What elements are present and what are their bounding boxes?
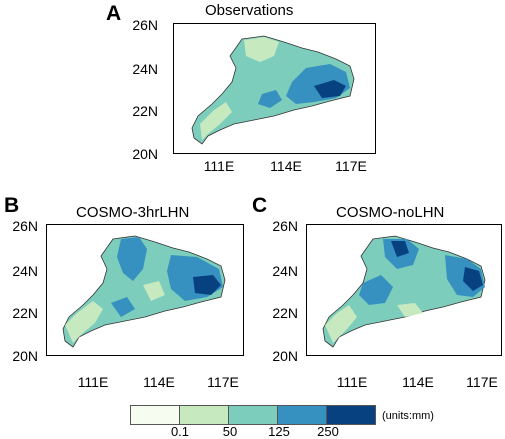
panel-b-heavy-south <box>111 297 135 317</box>
panel-a-map <box>173 23 376 154</box>
panel-a-heavy-center <box>258 90 282 108</box>
panel-b-lon-label-117e: 117E <box>207 374 239 390</box>
panel-c-title: COSMO-noLHN <box>336 204 445 221</box>
legend-tick-1: 50 <box>222 424 238 439</box>
panel-b-heavy-north <box>117 237 147 281</box>
panel-c-lon-label-114e: 114E <box>402 374 434 390</box>
panel-c-light-west <box>325 305 357 343</box>
panel-c-lon-label-111e: 111E <box>336 374 368 390</box>
panel-c-province-shape <box>322 235 486 348</box>
panel-c-extreme-north <box>391 241 409 257</box>
panel-c-map <box>306 224 502 356</box>
panel-b-title: COSMO-3hrLHN <box>76 204 190 221</box>
panel-c-lon-label-117e: 117E <box>466 374 498 390</box>
panel-b-light-west <box>65 301 103 343</box>
panel-c-light-south <box>397 303 423 317</box>
panel-b-extreme-east <box>193 275 221 295</box>
panel-a-precip-map <box>191 35 355 145</box>
panel-a-lon-label-117e: 117E <box>335 158 367 174</box>
legend-swatch-2 <box>228 405 278 425</box>
legend-swatch-0 <box>130 405 180 425</box>
panel-c-lat-label-22n: 22N <box>272 305 298 321</box>
panel-b-lon-label-114e: 114E <box>143 374 175 390</box>
colorbar-legend <box>130 405 376 425</box>
panel-a-light-west <box>200 102 232 140</box>
panel-c-letter: C <box>252 194 268 217</box>
panel-c-lat-label-26n: 26N <box>272 218 298 234</box>
legend-tick-3: 250 <box>317 424 339 439</box>
panel-c-precip-map <box>322 235 486 348</box>
panel-b-lon-label-111e: 111E <box>77 374 109 390</box>
panel-a-lat-label-20n: 20N <box>132 146 158 162</box>
legend-tick-0: 0.1 <box>170 424 190 439</box>
panel-c-heavy-center <box>359 275 393 305</box>
panel-a-lat-label-22n: 22N <box>132 103 158 119</box>
panel-b-map <box>46 224 244 356</box>
panel-b-letter: B <box>4 194 20 217</box>
legend-units: (units:mm) <box>382 410 434 422</box>
panel-b-light-center <box>143 281 165 301</box>
panel-b-lat-label-26n: 26N <box>12 218 38 234</box>
panel-b-precip-map <box>62 235 226 348</box>
panel-a-lon-label-114e: 114E <box>270 158 302 174</box>
panel-a-letter: A <box>106 2 122 25</box>
panel-a-lon-label-111e: 111E <box>203 158 235 174</box>
legend-swatch-1 <box>179 405 229 425</box>
panel-b-lat-label-20n: 20N <box>12 348 38 364</box>
panel-a-title: Observations <box>205 2 294 19</box>
panel-b-lat-label-24n: 24N <box>12 263 38 279</box>
legend-swatch-4 <box>326 405 376 425</box>
panel-c-extreme-east <box>463 267 483 291</box>
legend-swatch-3 <box>277 405 327 425</box>
panel-a-lat-label-24n: 24N <box>132 61 158 77</box>
panel-a-lat-label-26n: 26N <box>132 17 158 33</box>
panel-a-light-north <box>244 37 279 62</box>
panel-a-province-shape <box>191 35 355 145</box>
panel-b-lat-label-22n: 22N <box>12 305 38 321</box>
panel-a-extreme-east <box>314 80 346 98</box>
panel-c-lat-label-24n: 24N <box>272 263 298 279</box>
legend-tick-2: 125 <box>268 424 290 439</box>
panel-c-lat-label-20n: 20N <box>272 348 298 364</box>
